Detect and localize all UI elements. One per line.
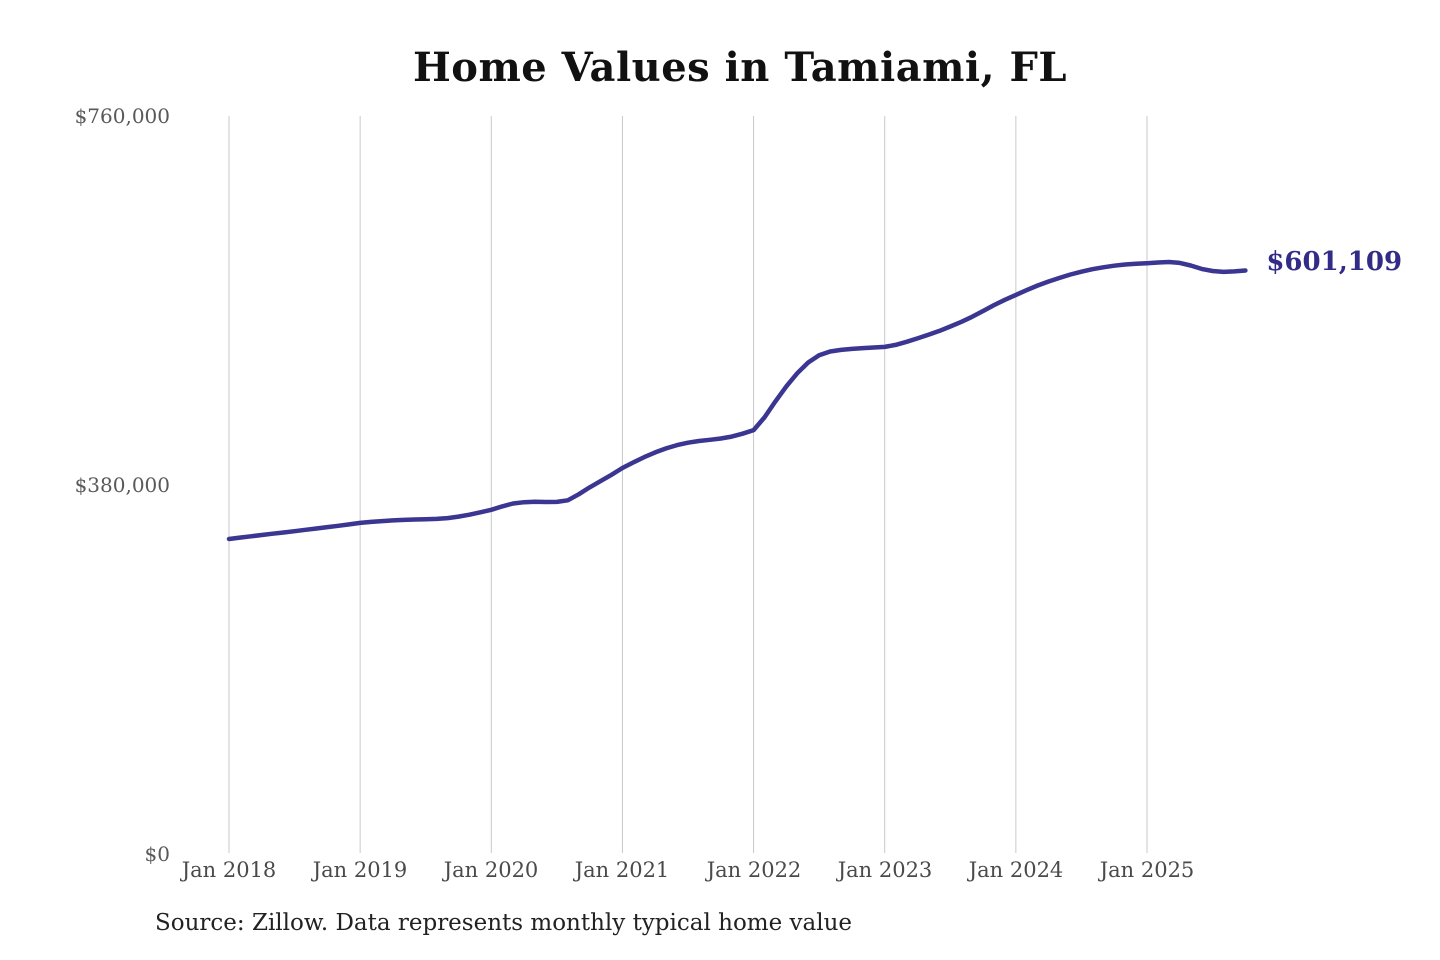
- y-tick-0: $0: [144, 842, 170, 866]
- end-value-label: $601,109: [1266, 246, 1403, 277]
- vertical-gridlines: [228, 116, 1148, 853]
- x-tick-jan-2024: Jan 2024: [968, 858, 1064, 882]
- x-tick-jan-2022: Jan 2022: [706, 858, 802, 882]
- y-tick-760000: $760,000: [74, 104, 170, 128]
- x-tick-jan-2019: Jan 2019: [312, 858, 408, 882]
- source-note: Source: Zillow. Data represents monthly …: [155, 910, 853, 936]
- y-tick-380000: $380,000: [74, 473, 170, 497]
- x-tick-jan-2023: Jan 2023: [837, 858, 933, 882]
- chart-title: Home Values in Tamiami, FL: [412, 44, 1067, 91]
- x-tick-jan-2021: Jan 2021: [574, 858, 670, 882]
- x-tick-jan-2025: Jan 2025: [1099, 858, 1195, 882]
- x-tick-jan-2018: Jan 2018: [181, 858, 277, 882]
- home-value-line: [226, 259, 1248, 542]
- x-tick-jan-2020: Jan 2020: [443, 858, 539, 882]
